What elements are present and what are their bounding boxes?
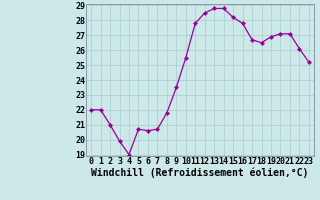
X-axis label: Windchill (Refroidissement éolien,°C): Windchill (Refroidissement éolien,°C): [91, 168, 309, 178]
